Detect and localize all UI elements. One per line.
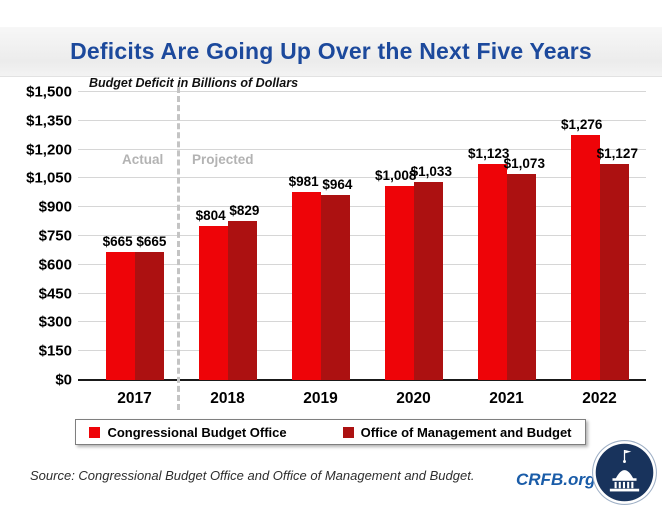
gridline	[78, 91, 646, 92]
legend-item: Congressional Budget Office	[89, 424, 287, 440]
bar-group-2020: $1,008 $1,033 2020	[367, 92, 460, 407]
bar-2020-series1: $1,033	[411, 164, 452, 380]
bar-2022-series0: $1,276	[561, 117, 602, 380]
y-tick-label: $1,350	[26, 112, 72, 130]
gridline	[78, 177, 646, 179]
bar-value-label: $1,127	[596, 145, 638, 161]
x-axis-label: 2021	[489, 390, 524, 407]
actual-label: Actual	[122, 152, 164, 167]
x-axis-label: 2017	[117, 390, 152, 407]
bar-2021-series1: $1,073	[504, 156, 545, 380]
bar-value-label: $1,008	[375, 168, 417, 184]
y-tick-label: $1,200	[26, 141, 72, 159]
bar-2019-series0: $981	[289, 174, 321, 380]
bar-value-label: $829	[229, 202, 260, 218]
gridline	[78, 350, 646, 352]
bar-group-2021: $1,123 $1,073 2021	[460, 92, 553, 407]
x-axis-label: 2022	[582, 390, 617, 407]
legend-swatch	[342, 426, 354, 438]
title-band: Deficits Are Going Up Over the Next Five…	[0, 27, 662, 77]
crfb-site-label: CRFB.org	[516, 470, 596, 489]
bar-value-label: $665	[102, 234, 133, 250]
y-tick-label: $0	[55, 371, 72, 389]
bar-group-2017: $665 $665 2017	[88, 92, 181, 407]
x-axis-line	[78, 379, 646, 381]
bar-2017-series1: $665	[134, 234, 166, 380]
x-axis-label: 2018	[210, 390, 245, 407]
y-tick-label: $1,050	[26, 169, 72, 187]
y-tick-label: $1,500	[26, 83, 72, 101]
bar-value-label: $1,073	[503, 155, 545, 171]
x-axis-label: 2020	[396, 390, 431, 407]
y-tick-label: $150	[38, 342, 72, 360]
bar-group-2022: $1,276 $1,127 2022	[553, 92, 646, 407]
legend-swatch	[89, 426, 101, 438]
chart-title: Deficits Are Going Up Over the Next Five…	[70, 38, 592, 64]
bar-2018-series1: $829	[227, 203, 259, 380]
bar-value-label: $981	[288, 173, 319, 189]
y-tick-label: $450	[38, 285, 72, 303]
chart-subtitle: Budget Deficit in Billions of Dollars	[89, 76, 299, 90]
bar-2021-series0: $1,123	[468, 146, 509, 380]
gridline	[78, 119, 646, 121]
gridlines	[78, 91, 646, 381]
gridline	[78, 235, 646, 236]
bar-group-2019: $981 $964 2019	[274, 92, 367, 407]
y-axis: $1,500 $1,350 $1,200 $1,050 $900 $750 $600 $450…	[0, 84, 76, 389]
actual-projected-divider-line	[177, 87, 180, 410]
legend-label: Office of Management and Budget	[360, 424, 572, 440]
gridline	[78, 292, 646, 294]
bar-groups: $665 $665 2017 $804 $829 2018 $981 $964 2019 $1,0…	[88, 92, 646, 407]
bar-2017-series0: $665	[103, 234, 135, 380]
bar-group-2018: $804 $829 2018	[181, 92, 274, 407]
bar-2020-series0: $1,008	[375, 168, 416, 380]
legend: Congressional Budget Office Office of Man…	[75, 419, 586, 445]
gridline	[78, 321, 646, 323]
gridline	[78, 206, 646, 208]
projected-label: Projected	[192, 152, 254, 167]
legend-label: Congressional Budget Office	[107, 424, 287, 440]
legend-item: Office of Management and Budget	[342, 424, 572, 440]
capitol-icon	[592, 440, 657, 505]
plot-area: $665 $665 2017 $804 $829 2018 $981 $964 2019 $1,0…	[78, 87, 646, 410]
y-tick-label: $300	[38, 313, 72, 331]
crfb-capitol-logo	[591, 439, 658, 506]
bar-2018-series0: $804	[196, 208, 228, 380]
y-tick-label: $750	[38, 227, 72, 245]
bar-value-label: $665	[136, 234, 167, 250]
bar-value-label: $964	[322, 176, 353, 192]
y-tick-label: $900	[38, 198, 72, 216]
y-tick-label: $600	[38, 256, 72, 274]
x-axis-label: 2019	[303, 390, 338, 407]
bar-value-label: $1,123	[468, 146, 510, 162]
gridline	[78, 263, 646, 265]
bar-2019-series1: $964	[320, 177, 352, 380]
bar-value-label: $1,276	[561, 117, 603, 133]
bar-value-label: $1,033	[410, 163, 452, 179]
gridline	[78, 148, 646, 150]
source-note: Source: Congressional Budget Office and …	[30, 468, 475, 483]
bar-value-label: $804	[195, 207, 226, 223]
bar-2022-series1: $1,127	[597, 146, 638, 380]
